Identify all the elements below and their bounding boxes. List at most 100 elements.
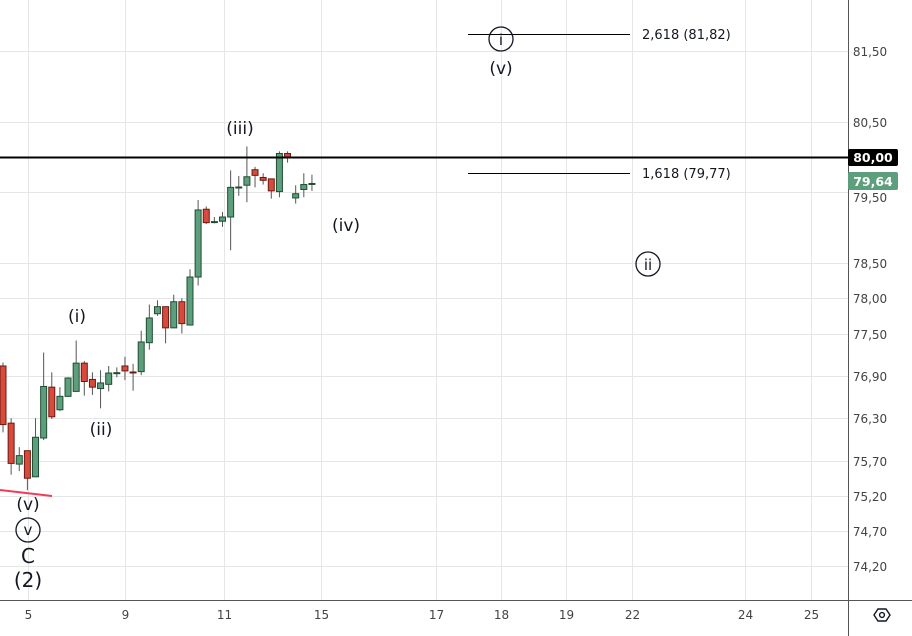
candle-up <box>72 340 80 392</box>
candle-up <box>137 330 145 376</box>
candle-down <box>259 173 267 185</box>
candle-body <box>292 193 300 199</box>
candle-up <box>97 370 105 409</box>
candle-down <box>121 356 129 381</box>
candle-body <box>105 372 113 385</box>
y-tick-label: 74,20 <box>853 560 887 574</box>
candle-up <box>113 367 121 378</box>
fib-label-2618: 2,618 (81,82) <box>642 28 731 43</box>
candles <box>0 146 316 491</box>
candle-body <box>259 176 267 181</box>
candle-up <box>219 212 227 227</box>
y-tick-label: 77,50 <box>853 328 887 342</box>
candle-body <box>170 301 178 329</box>
trendline[interactable] <box>0 489 53 497</box>
candle-body <box>97 382 105 390</box>
candle-up <box>194 200 202 286</box>
candle-body <box>64 377 72 397</box>
candle-down <box>88 372 96 395</box>
level-price-label: 80,00 <box>853 150 893 165</box>
candle-up <box>275 151 283 198</box>
settings-hexagon-icon[interactable] <box>873 608 891 622</box>
candle-up <box>292 185 300 204</box>
candle-body <box>210 221 218 224</box>
wave-label-v: (v) <box>16 495 39 515</box>
candle-body <box>40 385 48 439</box>
circled-wave-ii: ii <box>644 256 652 274</box>
wave-label-iii: (iii) <box>226 119 253 139</box>
x-tick-label: 25 <box>804 608 819 622</box>
x-tick-label: 15 <box>314 608 329 622</box>
candle-body <box>308 182 316 185</box>
candle-body <box>121 365 129 372</box>
wave-label-c: C <box>21 544 35 568</box>
y-tick-label: 75,20 <box>853 490 887 504</box>
candle-up <box>145 304 153 350</box>
circled-wave-i: i <box>499 31 503 49</box>
circled-wave-v: v <box>24 521 33 539</box>
candle-up <box>235 176 243 196</box>
grid <box>0 0 848 600</box>
y-tick-label: 78,00 <box>853 292 887 306</box>
candle-up <box>15 447 23 472</box>
candle-up <box>300 173 308 198</box>
candle-up <box>153 300 161 316</box>
candle-down <box>23 450 31 491</box>
x-tick-label: 9 <box>122 608 130 622</box>
x-tick-label: 24 <box>738 608 753 622</box>
candle-body <box>219 216 227 222</box>
candle-body <box>235 186 243 189</box>
y-tick-label: 75,70 <box>853 455 887 469</box>
candle-body <box>113 372 121 375</box>
candle-up <box>227 170 235 251</box>
price-axis[interactable]: 81,50 80,50 79,50 78,50 78,00 77,50 76,90 76,30… <box>853 45 887 574</box>
candle-down <box>0 362 7 433</box>
candle-up <box>32 418 40 478</box>
candle-down <box>48 372 56 419</box>
candle-down <box>162 306 170 344</box>
circled-wave-v-ring <box>15 517 41 543</box>
candle-down <box>202 206 210 225</box>
candle-body <box>162 306 170 329</box>
candle-up <box>210 217 218 224</box>
candle-body <box>145 317 153 344</box>
candle-up <box>105 365 113 392</box>
x-tick-label: 11 <box>217 608 232 622</box>
time-axis[interactable]: 5 9 11 15 17 18 19 22 24 25 <box>25 608 819 622</box>
x-tick-label: 17 <box>429 608 444 622</box>
wave-label-2: (2) <box>14 568 42 592</box>
candle-body <box>72 362 80 392</box>
y-tick-label: 76,90 <box>853 370 887 384</box>
x-tick-label: 19 <box>559 608 574 622</box>
y-tick-label: 80,50 <box>853 116 887 130</box>
y-tick-label: 81,50 <box>853 45 887 59</box>
candle-body <box>0 365 7 426</box>
candle-body <box>129 371 137 374</box>
candle-body <box>251 169 259 176</box>
candle-body <box>194 209 202 278</box>
candle-up <box>170 294 178 329</box>
circled-wave-i-ring <box>488 26 514 52</box>
candle-down <box>178 298 186 334</box>
candle-down <box>129 363 137 391</box>
candle-body <box>153 306 161 315</box>
y-tick-label: 76,30 <box>853 412 887 426</box>
candle-down <box>7 418 15 475</box>
wave-label-ii: (ii) <box>90 420 113 440</box>
candle-body <box>202 208 210 224</box>
y-tick-label: 74,70 <box>853 525 887 539</box>
candle-up <box>308 174 316 191</box>
y-tick-label: 78,50 <box>853 257 887 271</box>
candle-up <box>243 146 251 203</box>
candle-body <box>186 276 194 326</box>
candle-up <box>40 352 48 441</box>
candle-body <box>15 455 23 465</box>
candle-body <box>23 450 31 479</box>
candle-body <box>137 341 145 373</box>
circled-wave-ii-ring <box>635 251 661 277</box>
candle-body <box>178 301 186 325</box>
y-tick-label: 79,50 <box>853 191 887 205</box>
x-tick-label: 5 <box>25 608 33 622</box>
candle-body <box>7 422 15 464</box>
